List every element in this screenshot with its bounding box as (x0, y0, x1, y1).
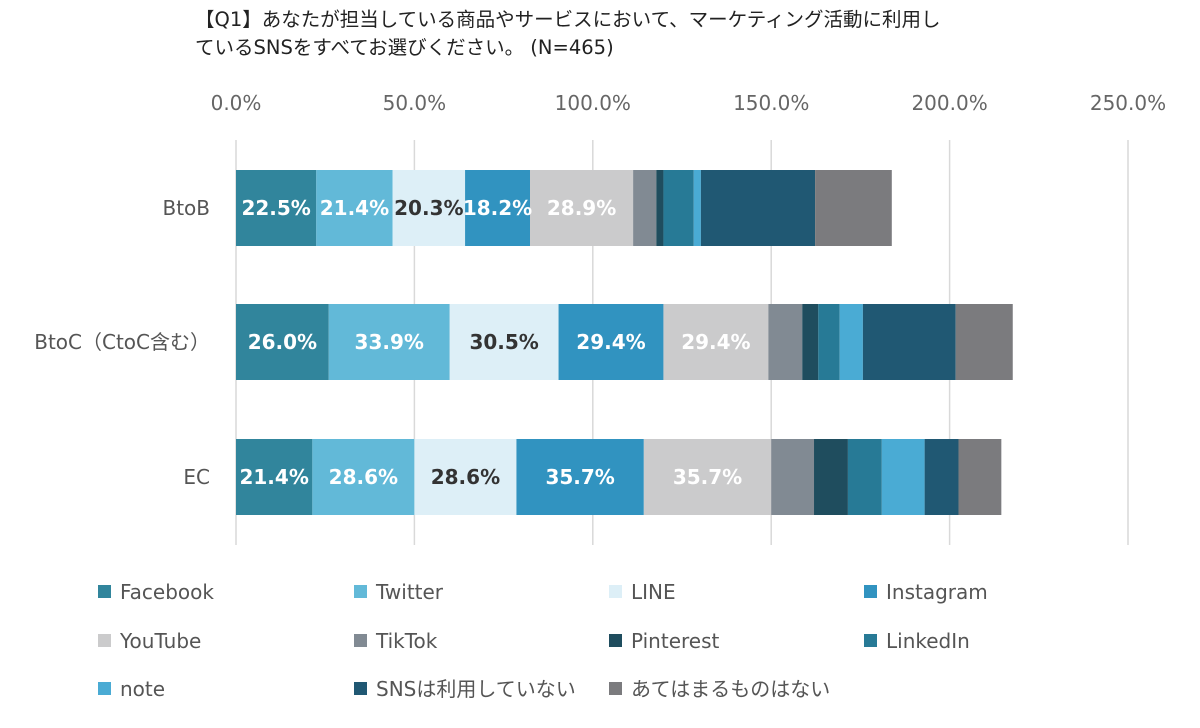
legend-label: Facebook (120, 580, 214, 604)
bar-segment (814, 439, 848, 515)
bar-segment (312, 439, 415, 515)
legend-swatch (864, 634, 877, 647)
legend-label: TikTok (375, 629, 438, 653)
legend-swatch (98, 585, 111, 598)
legend-swatch (354, 634, 367, 647)
data-label: 26.0% (248, 330, 317, 354)
bar-segment (700, 170, 816, 246)
data-label: 35.7% (673, 465, 742, 489)
bar-segment (924, 439, 959, 515)
data-labels: 22.5% 21.4% 20.3% 18.2% 28.9%26.0% 33.9% 30.5%… (239, 196, 750, 489)
bar-segment (663, 304, 769, 380)
bars (236, 170, 1013, 515)
x-tick-label: 200.0% (911, 91, 987, 115)
legend-label: note (120, 677, 165, 701)
x-tick-label: 50.0% (383, 91, 447, 115)
data-label: 28.6% (431, 465, 500, 489)
legend-label: LINE (631, 580, 676, 604)
category-labels: BtoB BtoC（CtoC含む） EC (34, 196, 210, 489)
chart-title-line-2: ているSNSをすべてお選びください。 (N=465) (195, 36, 614, 59)
bar-segment (530, 170, 634, 246)
x-tick-label: 150.0% (733, 91, 809, 115)
legend-swatch (354, 585, 367, 598)
bar-segment (862, 304, 956, 380)
bar-segment (633, 170, 657, 246)
bar-segment (236, 439, 313, 515)
bar-segment (802, 304, 819, 380)
category-label: BtoC（CtoC含む） (34, 330, 210, 354)
legend-label: YouTube (119, 629, 201, 653)
bar-segment (558, 304, 664, 380)
bar-segment (236, 304, 329, 380)
bar-segment (392, 170, 466, 246)
x-tick-label: 100.0% (555, 91, 631, 115)
bar-segment (663, 170, 694, 246)
data-label: 20.3% (394, 196, 463, 220)
x-tick-label: 0.0% (211, 91, 262, 115)
bar-segment (881, 439, 925, 515)
legend-label: Pinterest (631, 629, 720, 653)
data-label: 29.4% (681, 330, 750, 354)
legend-label: Instagram (886, 580, 988, 604)
category-label: EC (183, 465, 210, 489)
x-tick-label: 250.0% (1090, 91, 1166, 115)
legend-swatch (609, 634, 622, 647)
bar-segment (465, 170, 531, 246)
bar-segment (693, 170, 701, 246)
legend-swatch (354, 682, 367, 695)
chart-title-line-1: 【Q1】あなたが担当している商品やサービスにおいて、マーケティング活動に利用し (195, 8, 941, 31)
data-label: 30.5% (469, 330, 538, 354)
legend-swatch (864, 585, 877, 598)
bar-segment (771, 439, 815, 515)
data-label: 29.4% (576, 330, 645, 354)
bar-segment (328, 304, 450, 380)
bar-segment (958, 439, 1002, 515)
legend-label: SNSは利用していない (376, 677, 576, 701)
bar-segment (818, 304, 840, 380)
data-label: 28.6% (329, 465, 398, 489)
legend-label: あてはまるものはない (631, 677, 830, 701)
bar-segment (516, 439, 644, 515)
data-label: 21.4% (239, 465, 308, 489)
bar-segment (449, 304, 559, 380)
bar-segment (839, 304, 863, 380)
legend-swatch (98, 634, 111, 647)
legend: Facebook Twitter LINE Instagram YouTube TikTo… (98, 580, 988, 701)
bar-segment (768, 304, 803, 380)
legend-swatch (98, 682, 111, 695)
chart-title: 【Q1】あなたが担当している商品やサービスにおいて、マーケティング活動に利用し … (195, 6, 1185, 62)
data-label: 33.9% (355, 330, 424, 354)
bar-segment (236, 170, 317, 246)
bar-segment (815, 170, 892, 246)
legend-swatch (609, 682, 622, 695)
data-label: 35.7% (545, 465, 614, 489)
bar-segment (847, 439, 882, 515)
bar-segment (955, 304, 1013, 380)
data-label: 18.2% (463, 196, 532, 220)
data-label: 28.9% (547, 196, 616, 220)
bar-segment (643, 439, 772, 515)
data-label: 22.5% (241, 196, 310, 220)
category-label: BtoB (162, 196, 210, 220)
legend-label: Twitter (375, 580, 444, 604)
legend-label: LinkedIn (886, 629, 970, 653)
legend-swatch (609, 585, 622, 598)
x-axis-ticks: 0.0% 50.0% 100.0% 150.0% 200.0% 250.0% (211, 91, 1167, 115)
bar-segment (316, 170, 393, 246)
bar-segment (414, 439, 517, 515)
bar-segment (656, 170, 664, 246)
data-label: 21.4% (320, 196, 389, 220)
